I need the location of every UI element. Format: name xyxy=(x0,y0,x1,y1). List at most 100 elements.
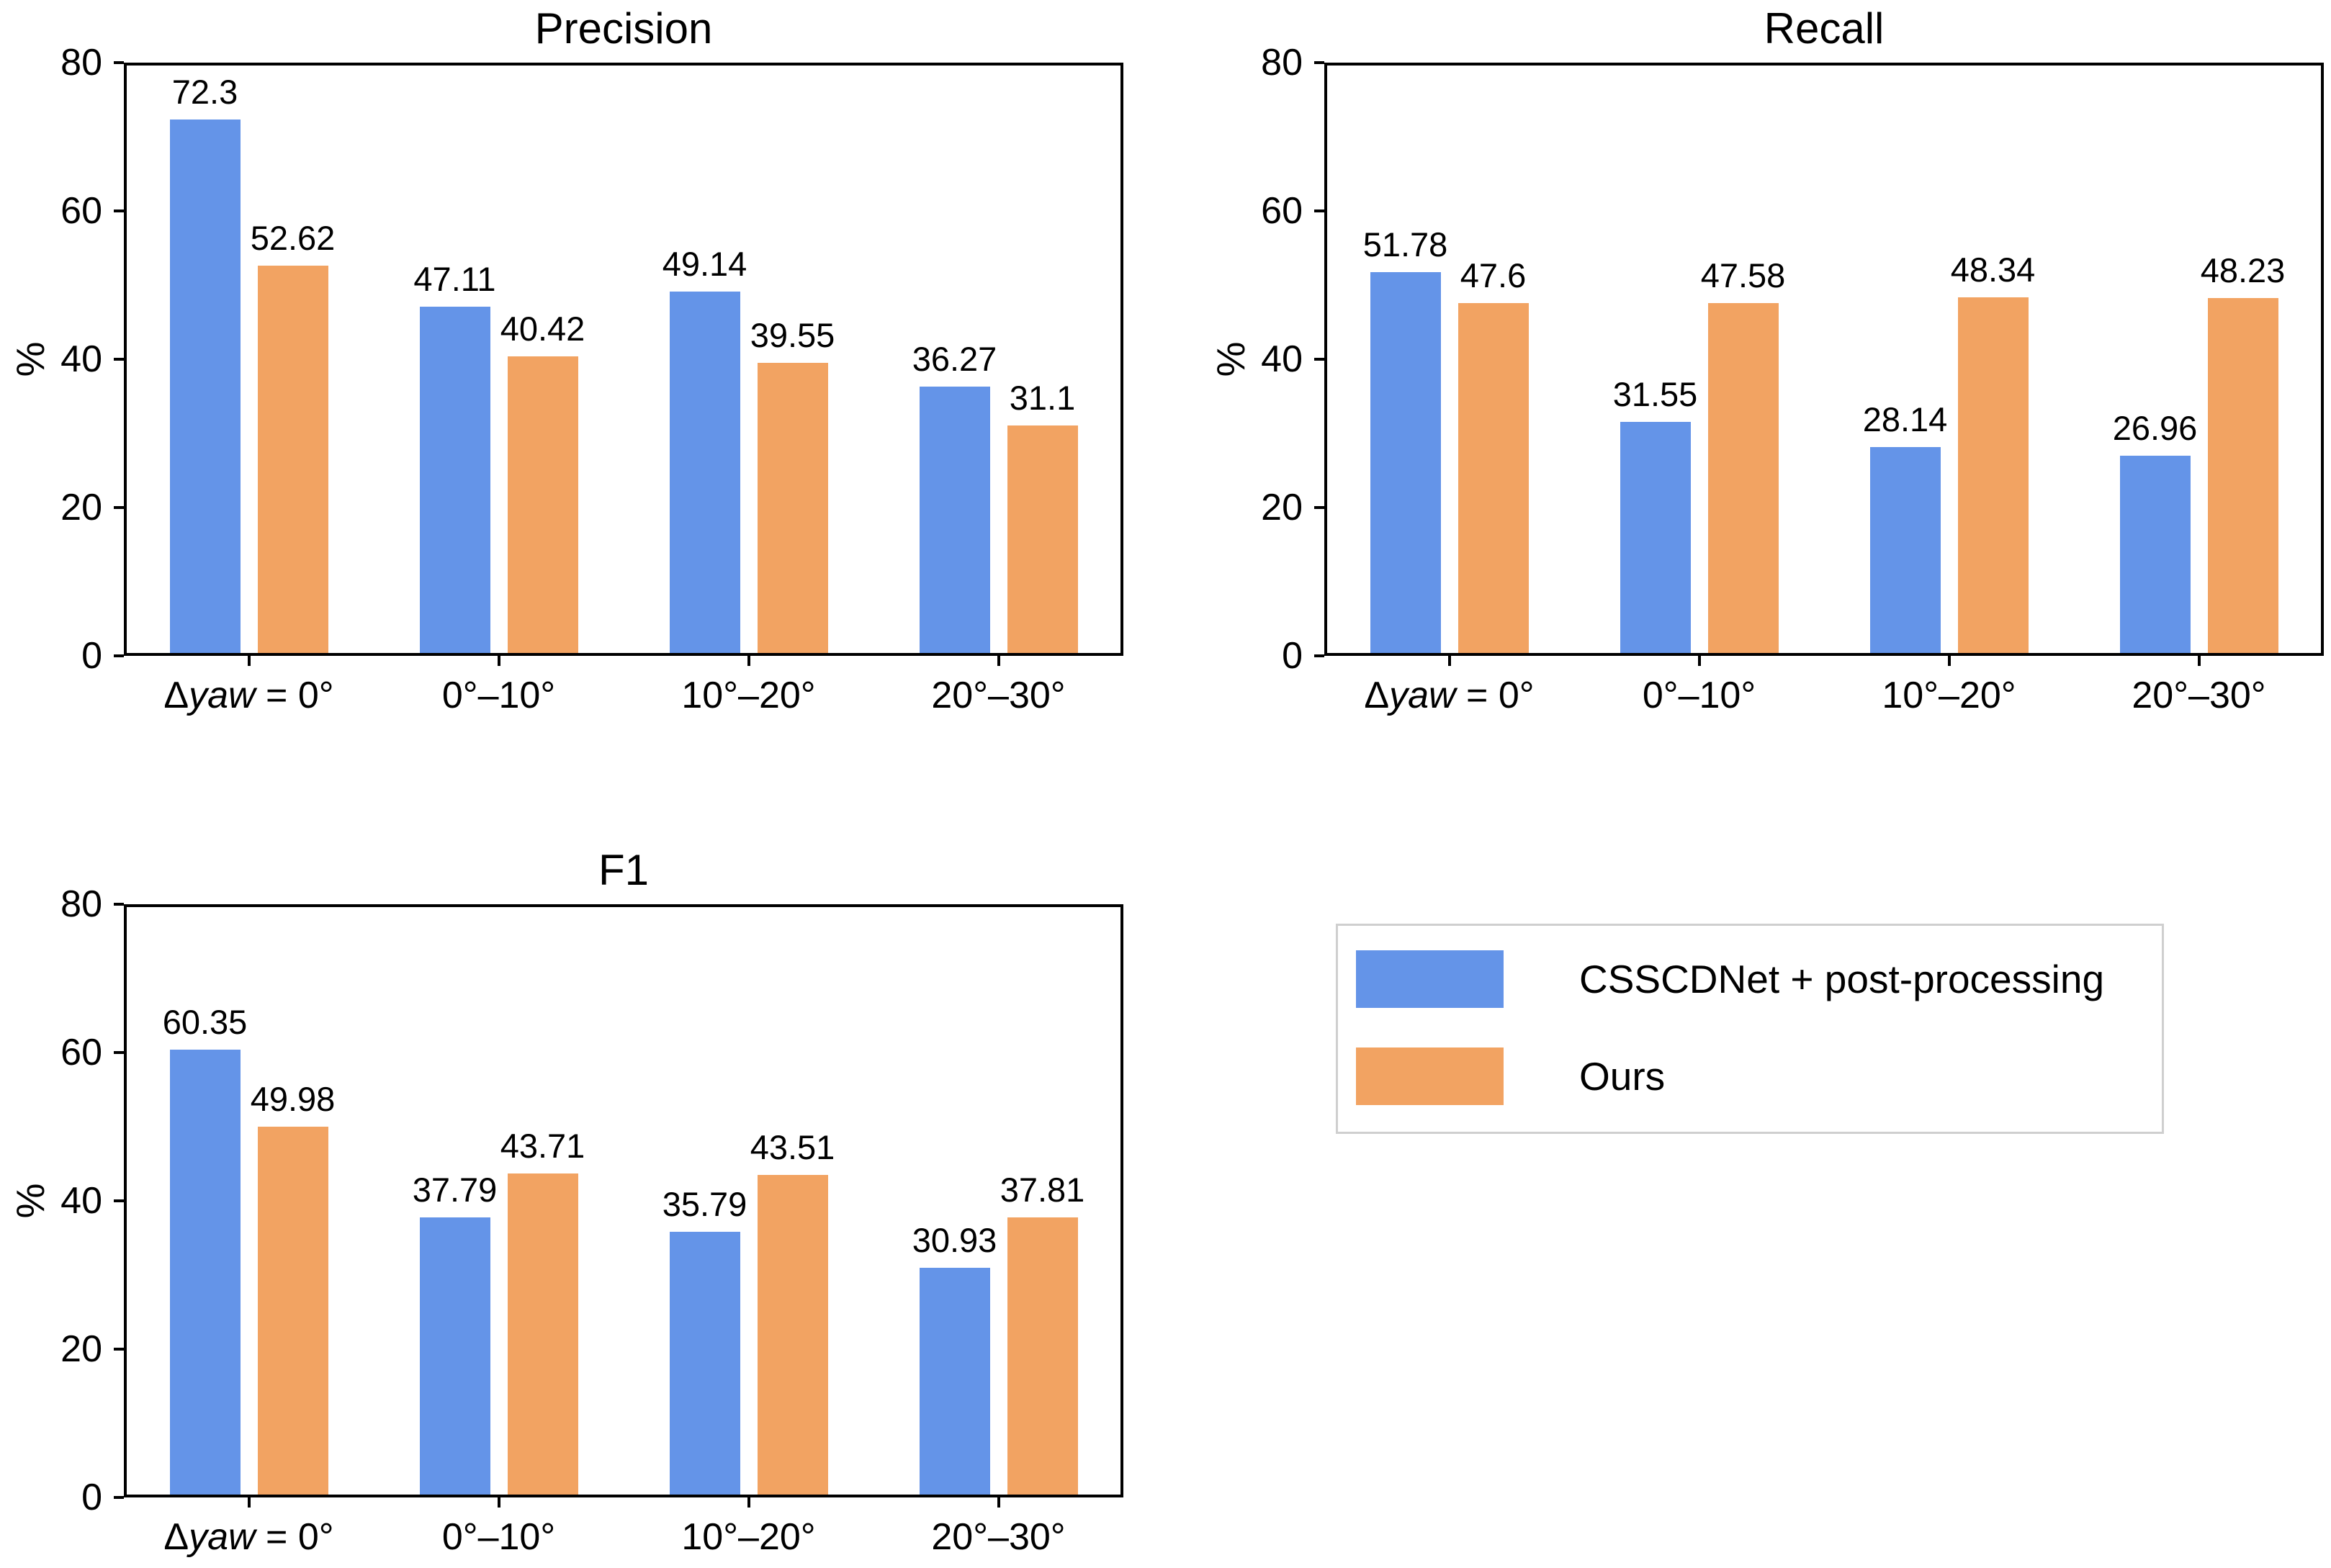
y-tick-label: 20 xyxy=(1261,487,1303,528)
bar-value-label: 47.11 xyxy=(413,259,496,298)
y-tick-label: 40 xyxy=(1261,338,1303,380)
y-tick-label: 80 xyxy=(60,883,102,925)
bar-f1-series0-group1 xyxy=(419,1217,490,1495)
bar-value-label: 72.3 xyxy=(171,73,238,112)
bar-value-label: 37.81 xyxy=(1000,1170,1085,1209)
bar-f1-series0-group2 xyxy=(669,1232,740,1495)
y-tick-mark xyxy=(1314,506,1324,509)
legend-swatch-csscdnet xyxy=(1356,950,1504,1008)
y-tick-label: 60 xyxy=(1261,190,1303,232)
x-tick-label: Δyaw = 0° xyxy=(163,1516,334,1558)
y-tick-label: 20 xyxy=(60,1328,102,1370)
bar-value-label: 52.62 xyxy=(250,219,336,257)
y-tick-mark xyxy=(114,209,124,212)
bar-value-label: 40.42 xyxy=(500,309,585,348)
bar-precision-series0-group1 xyxy=(419,306,490,653)
bar-f1-series1-group1 xyxy=(507,1173,578,1495)
bar-precision-series1-group1 xyxy=(507,356,578,653)
legend-label-ours: Ours xyxy=(1579,1054,1666,1099)
bar-precision-series0-group3 xyxy=(919,387,990,653)
x-tick-mark xyxy=(497,1497,500,1508)
bar-value-label: 48.23 xyxy=(2200,251,2286,290)
y-tick-mark xyxy=(114,903,124,906)
x-tick-mark xyxy=(747,1497,750,1508)
x-tick-mark xyxy=(247,1497,251,1508)
bar-recall-series0-group3 xyxy=(2119,456,2191,653)
legend-entry-csscdnet: CSSCDNet + post-processing xyxy=(1356,950,2162,1008)
bar-recall-series1-group1 xyxy=(1707,302,1779,653)
x-tick-mark xyxy=(747,656,750,666)
y-tick-label: 60 xyxy=(60,1032,102,1073)
y-tick-label: 0 xyxy=(1282,635,1303,677)
x-tick-mark xyxy=(247,656,251,666)
bar-value-label: 31.55 xyxy=(1612,375,1698,414)
y-tick-label: 40 xyxy=(60,1180,102,1222)
bar-recall-series1-group2 xyxy=(1957,297,2029,653)
y-tick-label: 20 xyxy=(60,487,102,528)
bar-value-label: 49.98 xyxy=(250,1080,336,1119)
y-tick-mark xyxy=(114,654,124,657)
y-tick-label: 80 xyxy=(1261,42,1303,84)
y-tick-mark xyxy=(114,506,124,509)
y-tick-label: 0 xyxy=(81,635,102,677)
bar-value-label: 35.79 xyxy=(662,1185,747,1224)
bar-f1-series0-group0 xyxy=(169,1050,241,1495)
bar-f1-series1-group0 xyxy=(257,1127,328,1495)
x-tick-mark xyxy=(497,656,500,666)
bar-recall-series0-group2 xyxy=(1869,447,1941,653)
x-tick-label: 0°–10° xyxy=(441,1516,556,1558)
bar-value-label: 28.14 xyxy=(1862,400,1948,439)
x-tick-label: 0°–10° xyxy=(1642,675,1756,716)
x-tick-label: 20°–30° xyxy=(2132,675,2266,716)
y-tick-label: 0 xyxy=(81,1477,102,1518)
bar-recall-series1-group3 xyxy=(2207,298,2278,653)
bar-precision-series0-group2 xyxy=(669,291,740,653)
x-tick-mark xyxy=(1447,656,1451,666)
y-tick-mark xyxy=(1314,358,1324,361)
y-tick-label: 40 xyxy=(60,338,102,380)
x-tick-mark xyxy=(1947,656,1951,666)
axes-f1 xyxy=(124,904,1123,1497)
legend-label-csscdnet: CSSCDNet + post-processing xyxy=(1579,957,2105,1001)
bar-value-label: 51.78 xyxy=(1362,225,1448,263)
x-tick-label: Δyaw = 0° xyxy=(163,675,334,716)
bar-precision-series0-group0 xyxy=(169,120,241,653)
x-tick-label: 20°–30° xyxy=(931,1516,1066,1558)
y-tick-mark xyxy=(114,1199,124,1202)
y-tick-mark xyxy=(1314,654,1324,657)
x-tick-label: Δyaw = 0° xyxy=(1364,675,1535,716)
y-tick-label: 60 xyxy=(60,190,102,232)
bar-value-label: 60.35 xyxy=(162,1003,248,1042)
y-tick-mark xyxy=(114,1348,124,1351)
bar-f1-series0-group3 xyxy=(919,1268,990,1495)
bar-value-label: 48.34 xyxy=(1950,251,2036,289)
x-tick-label: 10°–20° xyxy=(681,675,816,716)
legend: CSSCDNet + post-processing Ours xyxy=(1336,924,2164,1134)
bar-value-label: 31.1 xyxy=(1009,378,1076,417)
axes-recall xyxy=(1324,63,2324,656)
bar-value-label: 26.96 xyxy=(2112,409,2198,448)
chart-title-precision: Precision xyxy=(534,4,713,53)
bar-recall-series0-group1 xyxy=(1620,422,1691,653)
y-tick-label: 80 xyxy=(60,42,102,84)
y-tick-mark xyxy=(114,1051,124,1054)
axes-precision xyxy=(124,63,1123,656)
bar-value-label: 39.55 xyxy=(750,315,835,354)
x-tick-label: 20°–30° xyxy=(931,675,1066,716)
bar-value-label: 43.51 xyxy=(750,1127,835,1166)
bar-value-label: 47.6 xyxy=(1460,256,1527,294)
x-tick-mark xyxy=(1697,656,1701,666)
y-tick-mark xyxy=(114,61,124,64)
bar-value-label: 37.79 xyxy=(412,1170,498,1209)
y-tick-mark xyxy=(1314,209,1324,212)
x-tick-mark xyxy=(997,1497,1000,1508)
bar-f1-series1-group3 xyxy=(1007,1217,1078,1495)
y-tick-mark xyxy=(1314,61,1324,64)
x-tick-mark xyxy=(2197,656,2201,666)
x-tick-label: 10°–20° xyxy=(681,1516,816,1558)
y-tick-mark xyxy=(114,1496,124,1499)
bar-precision-series1-group2 xyxy=(757,362,828,653)
bar-recall-series0-group0 xyxy=(1370,271,1441,653)
legend-swatch-ours xyxy=(1356,1047,1504,1105)
bar-value-label: 30.93 xyxy=(912,1221,997,1260)
